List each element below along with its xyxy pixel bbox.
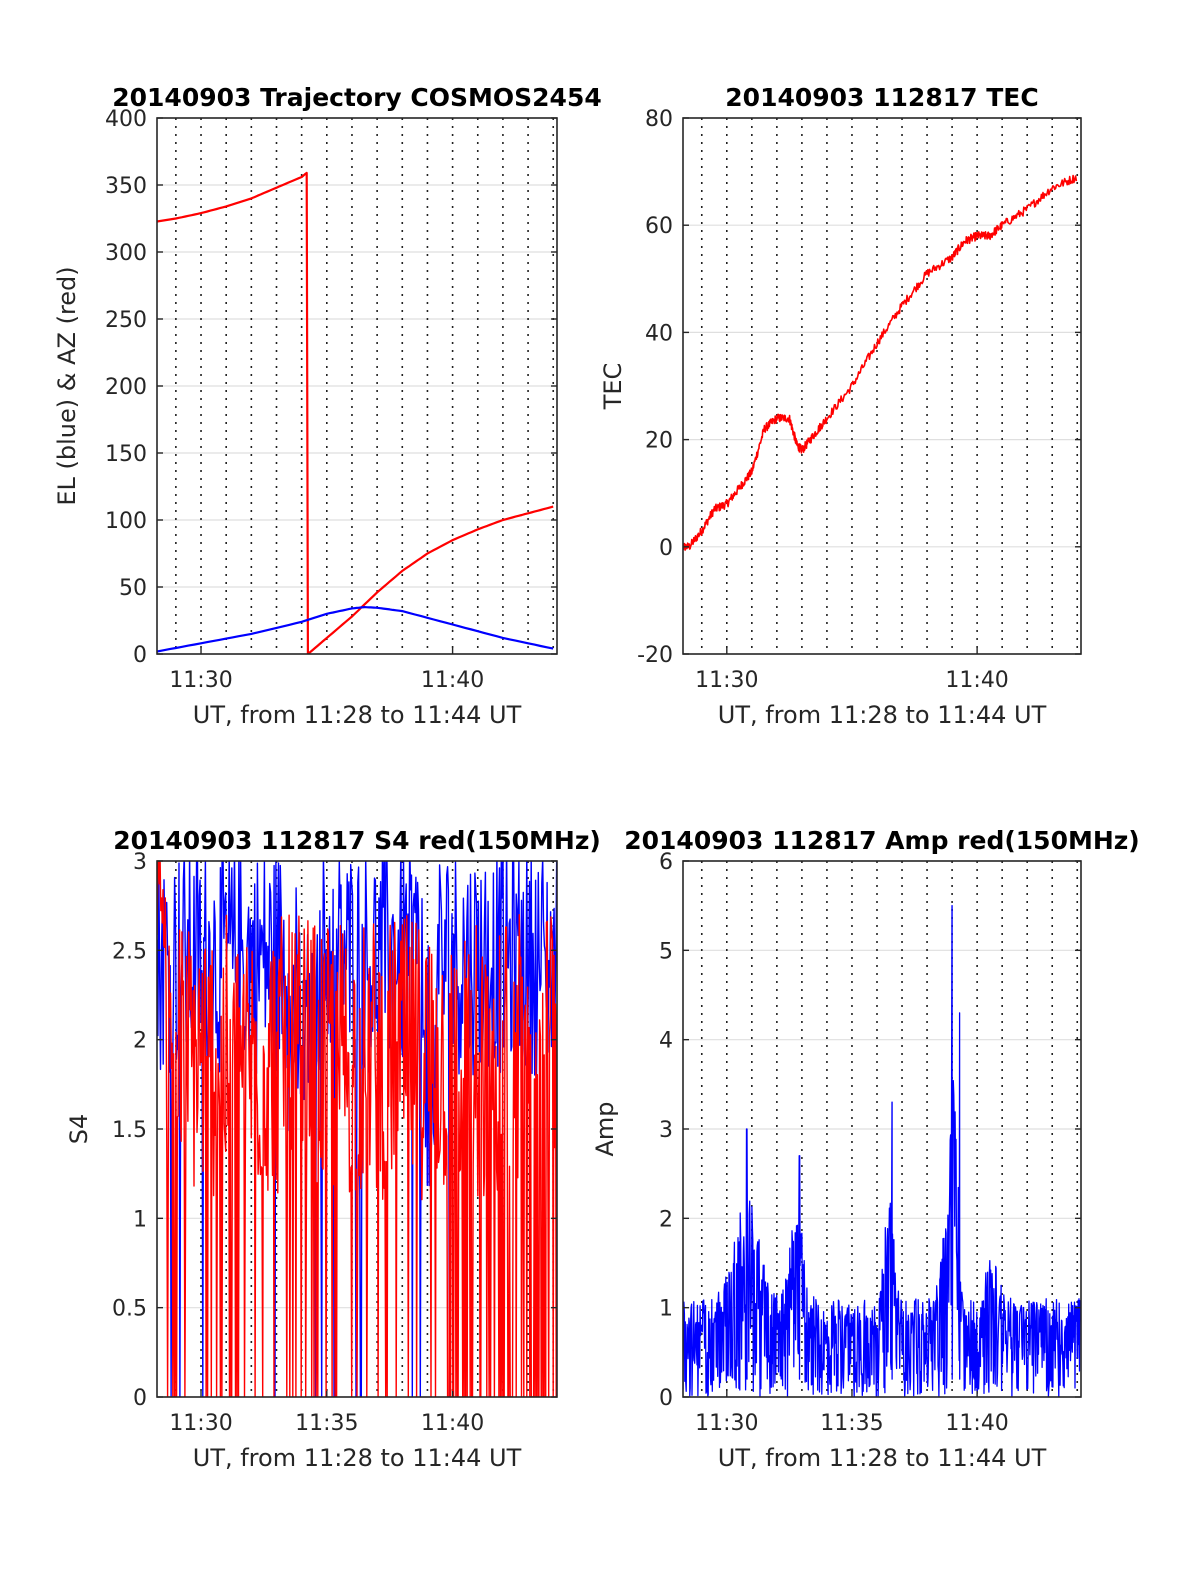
- plot-area: [683, 118, 1081, 654]
- y-tick-label: 1.5: [112, 1118, 147, 1143]
- chart-panel-3: 0 0.5 1 1.5 2 2.5 3 11:30 11:35 11:40 20140903 112…: [65, 826, 601, 1472]
- chart-panel-2: -20 0 20 40 60 80 11:30 11:40 20140903 112817 TE…: [599, 83, 1082, 729]
- chart-title: 20140903 112817 Amp red(150MHz): [624, 826, 1140, 855]
- x-axis-label: UT, from 11:28 to 11:44 UT: [718, 701, 1047, 729]
- y-axis-label: EL (blue) & AZ (red): [53, 266, 81, 505]
- y-tick-label: -20: [637, 643, 673, 668]
- x-axis-label: UT, from 11:28 to 11:44 UT: [718, 1444, 1047, 1472]
- elevation-line: [157, 605, 554, 653]
- series-group: [157, 171, 554, 654]
- x-axis-label: UT, from 11:28 to 11:44 UT: [193, 1444, 522, 1472]
- y-tick-label: 150: [105, 442, 147, 467]
- y-tick-label: 1: [133, 1207, 147, 1232]
- x-tick-label: 11:30: [695, 1411, 758, 1436]
- y-tick-label: 100: [105, 509, 147, 534]
- chart-title: 20140903 Trajectory COSMOS2454: [112, 83, 602, 112]
- y-tick-label: 5: [659, 939, 673, 964]
- y-tick-label: 0: [133, 1386, 147, 1411]
- y-tick-label: 300: [105, 241, 147, 266]
- y-tick-label: 3: [133, 850, 147, 875]
- y-tick-label: 350: [105, 174, 147, 199]
- axes-box: [682, 117, 1082, 655]
- y-tick-label: 2: [133, 1029, 147, 1054]
- y-tick-label: 0: [659, 1386, 673, 1411]
- x-tick-label: 11:30: [169, 668, 232, 693]
- y-axis-label: Amp: [591, 1101, 619, 1156]
- x-tick-label: 11:30: [695, 668, 758, 693]
- y-tick-label: 50: [119, 576, 147, 601]
- x-tick-label: 11:40: [421, 1411, 484, 1436]
- azimuth-line: [157, 171, 554, 654]
- y-axis-label: S4: [65, 1114, 93, 1145]
- y-tick-label: 4: [659, 1029, 673, 1054]
- series-group: [683, 174, 1078, 551]
- y-tick-label: 6: [659, 850, 673, 875]
- series-group: [157, 861, 557, 1397]
- x-tick-label: 11:40: [945, 668, 1008, 693]
- x-axis-label: UT, from 11:28 to 11:44 UT: [193, 701, 522, 729]
- y-tick-label: 250: [105, 308, 147, 333]
- y-tick-label: 60: [645, 214, 673, 239]
- x-tick-label: 11:30: [169, 1411, 232, 1436]
- series-group: [683, 905, 1081, 1397]
- y-tick-label: 0: [659, 536, 673, 561]
- x-tick-label: 11:40: [945, 1411, 1008, 1436]
- y-axis-label: TEC: [599, 363, 627, 411]
- y-tick-label: 20: [645, 429, 673, 454]
- y-tick-label: 3: [659, 1118, 673, 1143]
- x-tick-label: 11:35: [295, 1411, 358, 1436]
- chart-panel-1: 0 50 100 150 200 250 300 350 400 11:30 11:40 201409…: [53, 83, 602, 729]
- y-tick-label: 0: [133, 643, 147, 668]
- y-tick-label: 2.5: [112, 939, 147, 964]
- s4-blue-line: [157, 861, 557, 1397]
- y-tick-label: 1: [659, 1297, 673, 1322]
- y-tick-label: 400: [105, 107, 147, 132]
- x-tick-label: 11:35: [820, 1411, 883, 1436]
- y-tick-label: 40: [645, 321, 673, 346]
- y-tick-label: 80: [645, 107, 673, 132]
- y-tick-label: 200: [105, 375, 147, 400]
- tec-line: [683, 174, 1078, 551]
- y-tick-label: 2: [659, 1207, 673, 1232]
- s4-red-line: [157, 861, 557, 1397]
- chart-title: 20140903 112817 TEC: [725, 83, 1038, 112]
- chart-title: 20140903 112817 S4 red(150MHz): [113, 826, 601, 855]
- x-tick-label: 11:40: [421, 668, 484, 693]
- amp-line: [683, 905, 1081, 1397]
- y-tick-label: 0.5: [112, 1297, 147, 1322]
- chart-panel-4: 0 1 2 3 4 5 6 11:30 11:35 11:40 20140903 112817 Am…: [591, 826, 1140, 1472]
